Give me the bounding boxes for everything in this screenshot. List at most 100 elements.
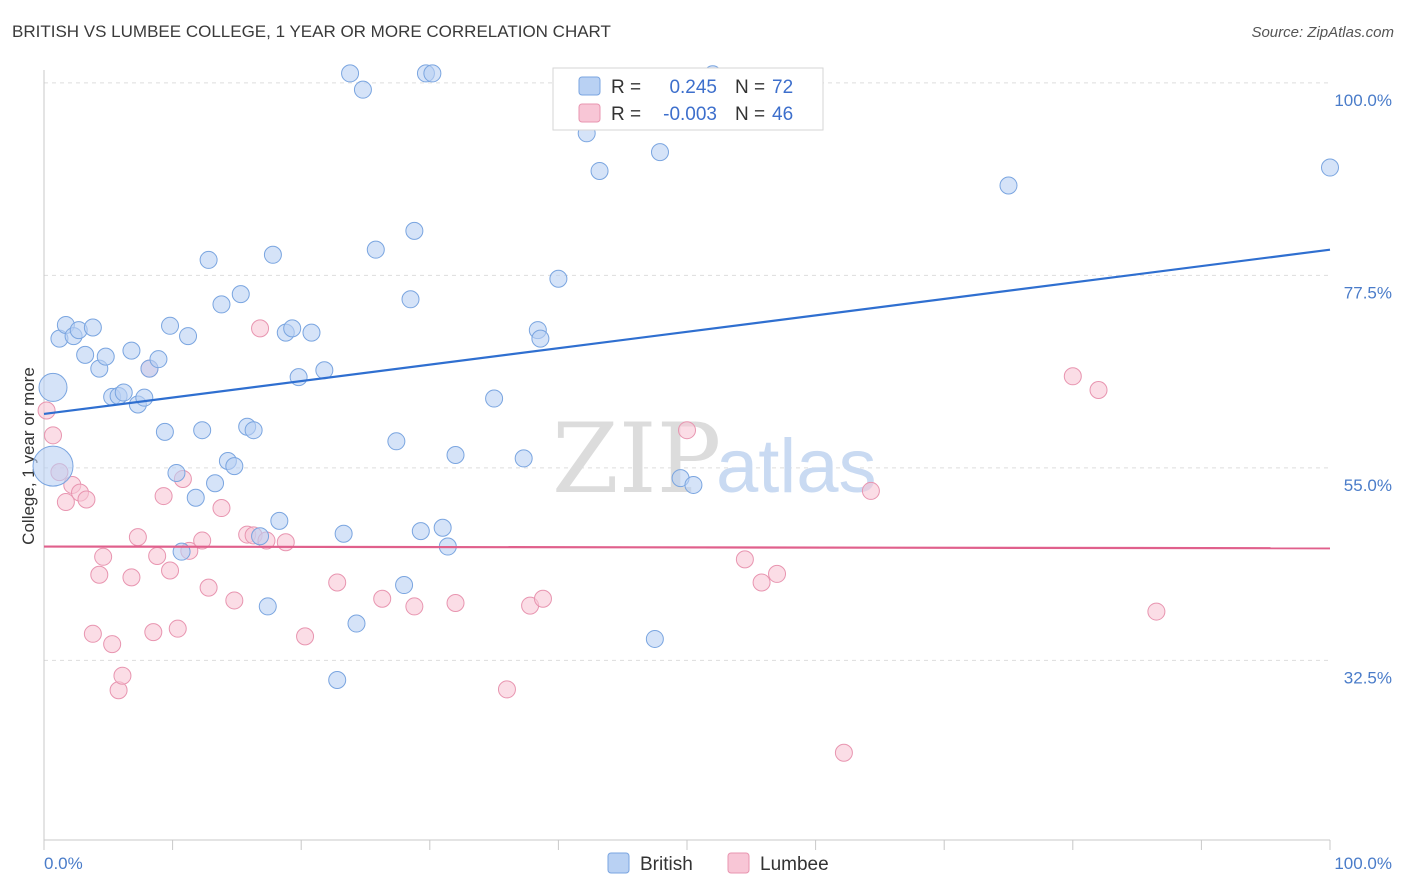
british-point-41: [315, 361, 334, 380]
british-point-68: [684, 475, 703, 494]
british-point-44: [341, 64, 360, 83]
british-point-24: [193, 421, 212, 440]
chart-title: BRITISH VS LUMBEE COLLEGE, 1 YEAR OR MOR…: [12, 22, 611, 41]
legend-lumbee-swatch: [727, 852, 750, 874]
stats-lumbee-swatch: [578, 103, 601, 123]
british-point-71: [1321, 158, 1339, 177]
y-tick-label-3: 100.0%: [1334, 91, 1392, 110]
british-point-47: [366, 240, 385, 259]
british-point-61: [531, 329, 550, 348]
lumbee-point-45: [861, 481, 880, 500]
watermark-zip: ZIP: [552, 403, 721, 515]
british-point-36: [270, 511, 289, 530]
legend-british-swatch: [607, 852, 630, 874]
british-point-7: [83, 318, 102, 337]
stats-british-swatch: [578, 76, 601, 96]
lumbee-point-41: [735, 550, 754, 569]
x-tick-label-1: 100.0%: [1334, 854, 1392, 873]
lumbee-point-40: [678, 421, 696, 440]
lumbee-point-46: [1063, 367, 1082, 386]
lumbee-point-24: [199, 578, 218, 597]
stats-lumbee-r-value: -0.003: [663, 104, 717, 125]
british-point-15: [135, 388, 154, 407]
lumbee-point-8: [90, 565, 109, 584]
british-point-32: [244, 421, 263, 440]
y-axis-label: College, 1 year or more: [19, 367, 38, 545]
british-point-59: [514, 449, 533, 468]
british-points: [32, 64, 1339, 690]
y-tick-label-1: 55.0%: [1344, 476, 1392, 495]
british-point-64: [590, 161, 609, 180]
lumbee-trend-line: [43, 545, 1331, 550]
british-point-0: [38, 372, 68, 402]
lumbee-point-7: [83, 624, 102, 643]
lumbee-point-32: [296, 627, 315, 646]
lumbee-point-10: [103, 635, 122, 654]
british-point-62: [549, 269, 568, 288]
stats-lumbee-r-label: R =: [611, 104, 641, 125]
british-point-54: [423, 64, 442, 83]
lumbee-point-47: [1089, 380, 1108, 399]
tick-labels: 32.5% 55.0% 77.5% 100.0% 0.0% 100.0%: [44, 91, 1392, 873]
lumbee-point-13: [122, 568, 141, 587]
y-tick-label-0: 32.5%: [1344, 668, 1392, 687]
lumbee-point-18: [154, 487, 173, 506]
legend-lumbee-label: Lumbee: [760, 854, 829, 875]
lumbee-point-1: [44, 426, 63, 445]
british-point-48: [387, 432, 406, 451]
british-point-34: [258, 597, 277, 616]
y-tick-label-2: 77.5%: [1344, 283, 1392, 302]
british-point-23: [186, 488, 205, 507]
british-point-49: [395, 576, 414, 595]
x-tick-label-0: 0.0%: [44, 854, 83, 873]
stats-british-r-value: 0.245: [669, 77, 717, 98]
british-point-27: [212, 295, 231, 314]
lumbee-point-16: [144, 623, 163, 642]
british-point-52: [411, 522, 430, 541]
lumbee-point-36: [446, 594, 465, 613]
stats-british-n-label: N =: [735, 77, 765, 98]
lumbee-point-44: [834, 743, 853, 762]
british-point-70: [999, 176, 1018, 195]
british-point-1: [32, 445, 74, 487]
lumbee-point-29: [251, 319, 270, 338]
british-point-38: [283, 319, 302, 338]
british-point-33: [251, 527, 270, 546]
lumbee-point-0: [37, 401, 56, 420]
lumbee-point-42: [752, 573, 771, 592]
lumbee-points: [37, 319, 1166, 762]
trend-lines: [43, 248, 1331, 550]
british-point-13: [122, 341, 141, 360]
legend-british-label: British: [640, 854, 693, 875]
lumbee-point-33: [328, 573, 347, 592]
british-point-40: [302, 323, 321, 342]
lumbee-point-31: [276, 533, 295, 552]
stats-british-n-value: 72: [772, 77, 793, 98]
british-point-43: [334, 524, 353, 543]
british-point-51: [405, 221, 424, 240]
british-point-42: [328, 671, 347, 690]
lumbee-point-12: [113, 666, 132, 685]
series-legend: British Lumbee: [607, 852, 829, 875]
stats-legend-box: R = 0.245 N = 72 R = -0.003 N = 46: [552, 67, 824, 131]
lumbee-point-17: [148, 546, 167, 565]
source-label: Source: ZipAtlas.com: [1251, 24, 1394, 41]
lumbee-point-37: [497, 680, 516, 699]
stats-lumbee-n-value: 46: [772, 104, 793, 125]
watermark-atlas: atlas: [716, 424, 877, 509]
british-point-29: [225, 457, 244, 476]
british-point-66: [650, 143, 669, 162]
lumbee-point-14: [128, 528, 147, 547]
lumbee-point-9: [94, 547, 113, 566]
british-trend-line: [43, 248, 1331, 416]
british-point-17: [149, 350, 168, 369]
british-point-22: [179, 327, 198, 346]
british-point-25: [199, 250, 218, 269]
lumbee-point-20: [168, 619, 187, 638]
british-point-30: [231, 285, 250, 304]
lumbee-point-35: [405, 597, 424, 616]
lumbee-point-3: [56, 493, 75, 512]
british-point-12: [114, 383, 133, 402]
stats-british-r-label: R =: [611, 77, 641, 98]
lumbee-point-6: [77, 490, 96, 509]
